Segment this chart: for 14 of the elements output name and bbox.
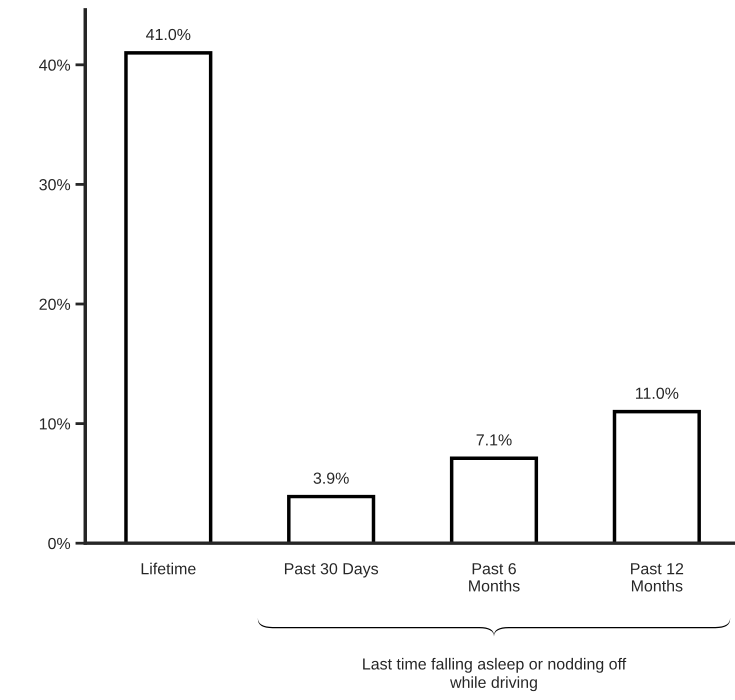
y-tick-label: 40%	[39, 59, 70, 71]
data-label: 7.1%	[476, 434, 512, 446]
y-tick-label: 30%	[39, 179, 70, 190]
text: Last time falling asleep or nodding off while driving	[363, 658, 626, 692]
x-tick-label: Past 30 Days	[284, 563, 378, 578]
x-tick-label: Past 6 Months	[469, 563, 520, 592]
y-tick-label: 20%	[40, 298, 70, 310]
data-label: 11.0%	[636, 388, 678, 399]
x-tick-label: Past 12 Months	[631, 563, 684, 592]
y-tick-label: 10%	[40, 418, 70, 430]
data-label: 41.0%	[146, 28, 190, 40]
x-tick-label: Lifetime	[142, 562, 196, 574]
data-label: 3.9%	[314, 472, 349, 484]
y-tick-label: 0%	[48, 538, 70, 550]
